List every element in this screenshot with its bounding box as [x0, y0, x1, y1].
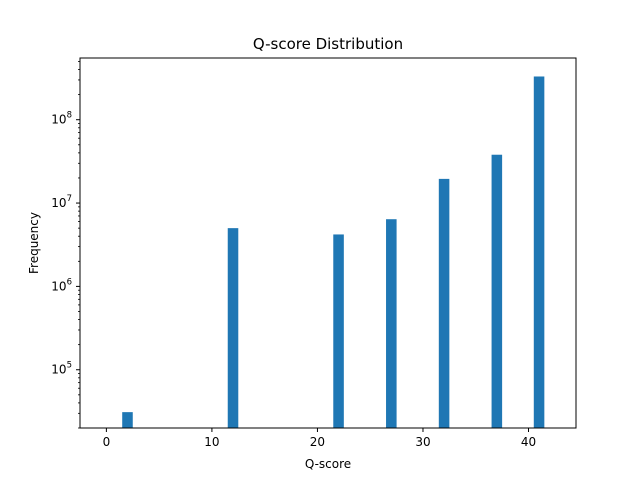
y-tick-label: 107 [51, 194, 72, 210]
y-tick-base: 10 [51, 363, 66, 377]
x-tick-label: 20 [310, 435, 325, 449]
y-axis-label: Frequency [27, 212, 41, 274]
x-tick-label: 0 [103, 435, 111, 449]
y-tick-label: 105 [51, 361, 72, 377]
chart-title: Q-score Distribution [253, 35, 403, 53]
y-tick-base: 10 [51, 113, 66, 127]
bars-layer [122, 76, 545, 429]
bar-q41 [533, 76, 545, 429]
bar-q32 [438, 178, 450, 428]
x-tick-label: 30 [415, 435, 430, 449]
bar-q12 [227, 228, 239, 428]
x-tick-label: 10 [204, 435, 219, 449]
x-axis-label: Q-score [305, 457, 351, 471]
y-tick-exponent: 6 [67, 277, 72, 287]
y-tick-label: 108 [51, 111, 72, 127]
bar-q37 [491, 154, 503, 429]
x-axis: 0 10 20 30 40 [103, 428, 536, 449]
bar-q2 [122, 412, 133, 428]
y-tick-label: 106 [51, 277, 72, 293]
y-tick-base: 10 [51, 279, 66, 293]
y-tick-exponent: 7 [67, 194, 72, 204]
bar-q27 [386, 219, 397, 428]
y-tick-exponent: 8 [67, 111, 72, 121]
bar-q22 [333, 234, 344, 428]
x-tick-label: 40 [521, 435, 536, 449]
plot-frame [79, 57, 577, 429]
y-tick-exponent: 5 [67, 361, 72, 371]
y-tick-base: 10 [51, 196, 66, 210]
